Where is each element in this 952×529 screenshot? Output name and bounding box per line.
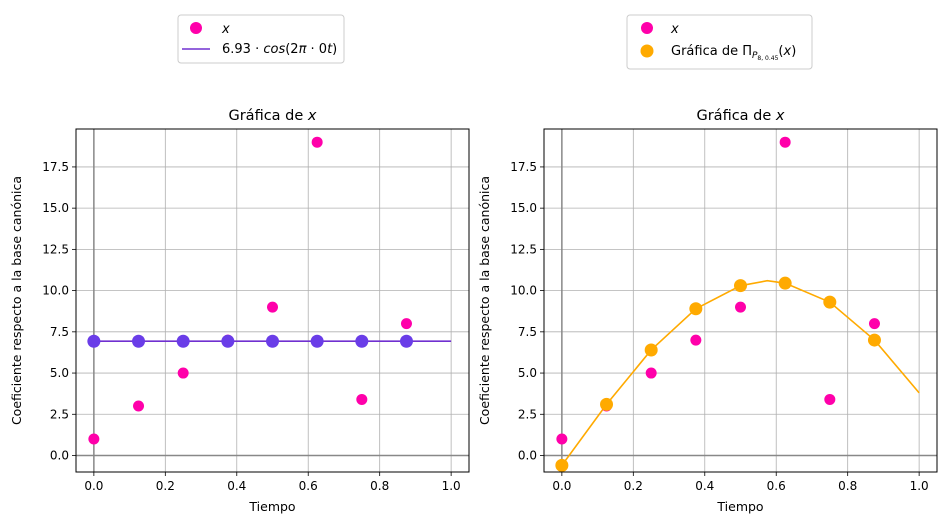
x-tick-label: 0.2 (624, 479, 643, 493)
x-axis-label: Tiempo (248, 499, 295, 514)
data-point (87, 334, 101, 348)
data-point (645, 367, 657, 379)
y-tick-label: 2.5 (518, 407, 537, 421)
data-point (867, 333, 881, 347)
x-tick-label: 0.0 (84, 479, 103, 493)
y-tick-label: 5.0 (50, 366, 69, 380)
legend-right-frame (626, 14, 813, 70)
legend-left-frame (177, 14, 345, 64)
x-axis-label: Tiempo (716, 499, 763, 514)
y-tick-label: 17.5 (510, 160, 537, 174)
x-tick-label: 0.8 (370, 479, 389, 493)
data-point (356, 393, 368, 405)
data-point (400, 318, 412, 330)
x-tick-label: 1.0 (442, 479, 461, 493)
data-point (355, 334, 369, 348)
data-point (176, 334, 190, 348)
y-tick-label: 2.5 (50, 407, 69, 421)
x-tick-label: 0.8 (838, 479, 857, 493)
data-point (310, 334, 324, 348)
data-point (778, 276, 792, 290)
chart-title: Gráfica de x (228, 108, 316, 124)
data-point (734, 279, 747, 293)
x-tick-label: 0.0 (552, 479, 571, 493)
y-tick-label: 10.0 (42, 284, 69, 298)
legend-right-x-label: x (670, 22, 679, 37)
data-point (311, 136, 323, 148)
series-line (561, 279, 920, 466)
data-point (735, 301, 746, 313)
x-tick-label: 0.4 (227, 479, 246, 493)
legend-left-x-marker (190, 22, 202, 34)
y-axis-label: Coeficiente respecto a la base canónica (9, 176, 24, 425)
x-tick-label: 0.4 (695, 479, 714, 493)
data-point (399, 334, 413, 348)
data-point (823, 295, 837, 309)
x-tick-label: 0.2 (156, 479, 175, 493)
data-point (868, 318, 880, 330)
y-axis-label: Coeficiente respecto a la base canónica (477, 176, 492, 425)
plot-frame (543, 128, 938, 473)
x-tick-label: 0.6 (299, 479, 318, 493)
data-point (266, 334, 279, 348)
y-tick-label: 7.5 (50, 325, 69, 339)
plot-left: 0.0 0.2 0.4 0.6 0.8 1.0 0.0 2.5 5.0 7.5 10.0 12.5 15… (9, 108, 470, 514)
legend-left: x 6.93 · cos(2π · 0t) (177, 14, 345, 64)
legend-right: x Gráfica de ΠP8, 0.45(x) (626, 14, 813, 70)
x-tick-label: 0.6 (767, 479, 786, 493)
plot-right: 0.0 0.2 0.4 0.6 0.8 1.0 0.0 2.5 5.0 7.5 10.0 12.5 15… (477, 108, 938, 514)
y-tick-label: 12.5 (42, 242, 69, 256)
data-point (133, 400, 145, 412)
y-tick-label: 10.0 (510, 284, 537, 298)
y-tick-label: 0.0 (518, 449, 537, 463)
chart-title: Gráfica de x (696, 108, 784, 124)
data-point (689, 302, 703, 316)
data-point (644, 343, 658, 357)
data-point (779, 136, 791, 148)
y-tick-label: 7.5 (518, 325, 537, 339)
data-point (132, 334, 146, 348)
x-tick-label: 1.0 (910, 479, 929, 493)
data-point (555, 458, 569, 472)
legend-right-x-marker (641, 22, 653, 34)
legend-left-line-label: 6.93 · cos(2π · 0t) (222, 42, 337, 57)
data-point (177, 367, 189, 379)
legend-left-x-label: x (221, 22, 230, 37)
y-tick-label: 15.0 (42, 201, 69, 215)
y-tick-label: 0.0 (50, 449, 69, 463)
data-point (824, 393, 836, 405)
y-tick-label: 15.0 (510, 201, 537, 215)
y-tick-label: 12.5 (510, 242, 537, 256)
legend-right-proj-marker (640, 44, 654, 58)
data-point (690, 334, 702, 346)
y-tick-label: 17.5 (42, 160, 69, 174)
data-point (267, 301, 278, 313)
data-point (556, 433, 568, 445)
data-point (600, 397, 614, 411)
data-point (88, 433, 100, 445)
plot-frame (75, 128, 470, 473)
data-point (221, 334, 235, 348)
y-tick-label: 5.0 (518, 366, 537, 380)
